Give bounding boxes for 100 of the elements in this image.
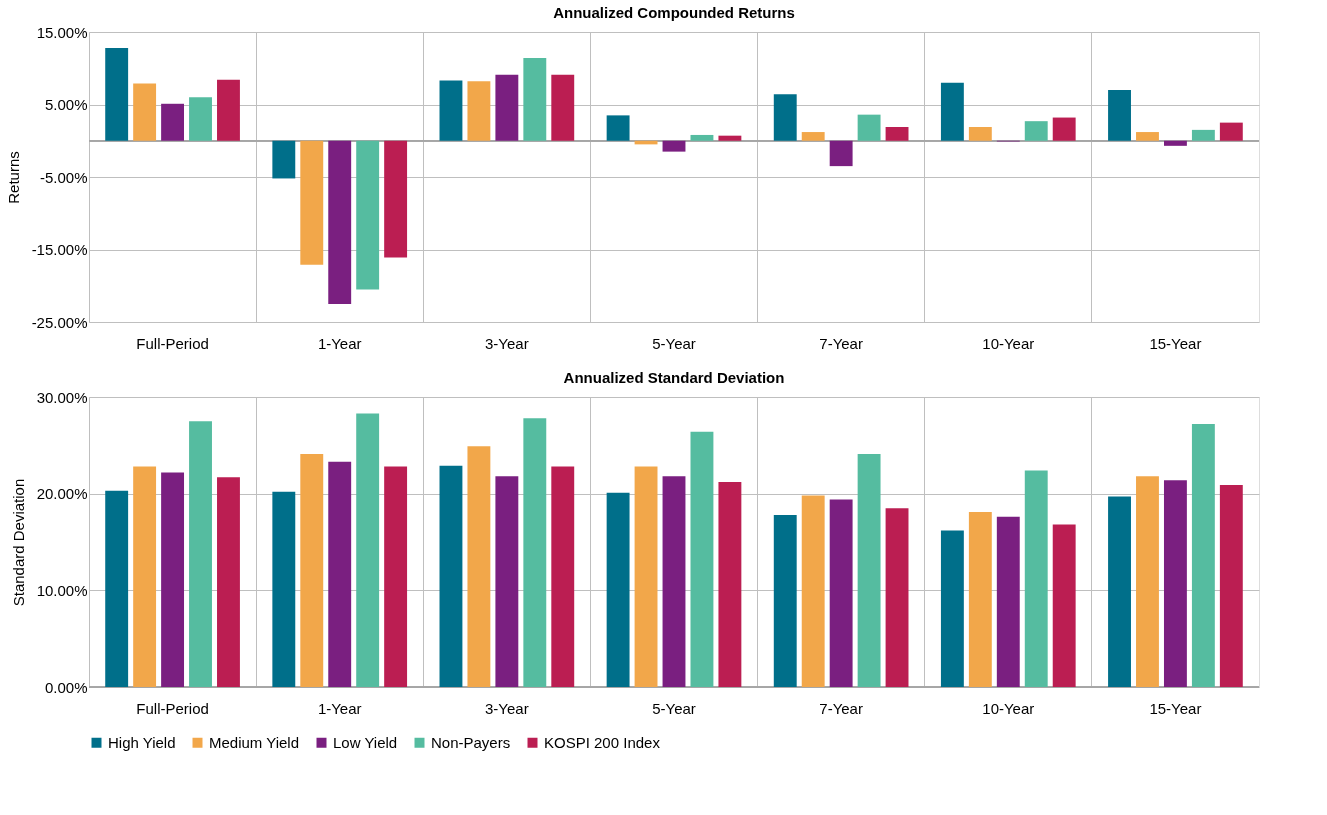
bar bbox=[829, 140, 853, 167]
bar bbox=[328, 461, 352, 687]
y-tick-label: 10.00% bbox=[36, 581, 88, 599]
bar bbox=[467, 81, 491, 141]
bar bbox=[940, 530, 964, 687]
y-tick-label: 30.00% bbox=[36, 388, 88, 406]
bar bbox=[718, 135, 742, 141]
y-axis-title: Returns bbox=[4, 151, 22, 204]
bar bbox=[662, 140, 686, 152]
bar bbox=[272, 140, 296, 179]
bar bbox=[523, 418, 547, 687]
bar bbox=[968, 126, 992, 141]
bar bbox=[1052, 117, 1076, 141]
bar bbox=[690, 134, 714, 141]
bar bbox=[1136, 132, 1159, 141]
legend-label: Medium Yield bbox=[209, 733, 300, 751]
bar bbox=[718, 482, 742, 687]
bar bbox=[105, 490, 129, 687]
bar bbox=[885, 126, 909, 141]
x-tick-label: 1-Year bbox=[317, 699, 362, 717]
bar bbox=[161, 103, 185, 141]
bar bbox=[773, 94, 797, 141]
bar bbox=[217, 477, 240, 687]
bar bbox=[1163, 480, 1187, 687]
x-tick-label: Full-Period bbox=[136, 334, 209, 352]
legend-label: KOSPI 200 Index bbox=[544, 733, 661, 751]
bar bbox=[300, 454, 324, 687]
bar bbox=[996, 516, 1020, 687]
x-tick-label: 1-Year bbox=[317, 334, 362, 352]
y-axis-title: Standard Deviation bbox=[9, 478, 27, 607]
y-tick-label: 5.00% bbox=[44, 96, 88, 113]
x-tick-label: 10-Year bbox=[982, 699, 1035, 717]
bar bbox=[606, 115, 630, 141]
x-tick-label: Full-Period bbox=[136, 699, 209, 717]
bar bbox=[1136, 476, 1159, 687]
bar bbox=[1191, 129, 1215, 141]
y-tick-label: -5.00% bbox=[39, 168, 88, 186]
bar bbox=[1108, 90, 1131, 141]
bar bbox=[467, 446, 491, 687]
bar bbox=[551, 466, 575, 687]
bar bbox=[328, 140, 352, 304]
bar bbox=[1024, 470, 1048, 687]
bar bbox=[662, 476, 686, 687]
bar bbox=[829, 499, 853, 687]
bar bbox=[495, 74, 519, 141]
bar bbox=[356, 413, 380, 687]
bar bbox=[857, 454, 881, 687]
bar bbox=[133, 466, 157, 687]
bar bbox=[384, 466, 408, 687]
x-tick-label: 3-Year bbox=[485, 334, 529, 352]
chart-title: Annualized Standard Deviation bbox=[563, 369, 785, 386]
x-tick-label: 7-Year bbox=[819, 699, 863, 717]
bar bbox=[384, 140, 408, 258]
bar bbox=[634, 466, 658, 687]
bar bbox=[1219, 122, 1243, 141]
bar bbox=[1024, 121, 1048, 141]
x-tick-label: 7-Year bbox=[819, 334, 863, 352]
bar bbox=[885, 508, 909, 687]
bar bbox=[968, 512, 992, 687]
bar bbox=[272, 491, 296, 687]
x-tick-label: 15-Year bbox=[1149, 699, 1202, 717]
bar bbox=[161, 472, 185, 687]
bar bbox=[1163, 140, 1187, 146]
y-tick-label: -15.00% bbox=[31, 241, 88, 258]
bar bbox=[439, 80, 463, 141]
legend-label: Non-Payers bbox=[431, 733, 511, 751]
bar bbox=[690, 431, 714, 687]
x-tick-label: 10-Year bbox=[982, 334, 1035, 352]
bar bbox=[495, 476, 519, 687]
x-tick-label: 15-Year bbox=[1149, 334, 1202, 352]
bar bbox=[1219, 484, 1243, 687]
bar bbox=[940, 82, 964, 141]
y-tick-label: 0.00% bbox=[44, 678, 88, 696]
bar bbox=[300, 140, 324, 265]
legend-label: High Yield bbox=[108, 733, 176, 751]
bar bbox=[1052, 524, 1076, 687]
x-tick-label: 5-Year bbox=[652, 334, 696, 352]
y-tick-label: 20.00% bbox=[36, 485, 88, 503]
bar bbox=[523, 58, 547, 141]
bar bbox=[439, 465, 463, 687]
bar bbox=[133, 83, 157, 141]
y-tick-label: 15.00% bbox=[36, 23, 88, 41]
bar bbox=[551, 74, 575, 141]
bar bbox=[217, 79, 240, 141]
bar bbox=[801, 495, 825, 687]
chart-title: Annualized Compounded Returns bbox=[553, 4, 795, 21]
x-tick-label: 5-Year bbox=[652, 699, 696, 717]
bar bbox=[189, 97, 212, 141]
legend-label: Low Yield bbox=[333, 733, 398, 751]
bar bbox=[801, 132, 825, 141]
bar bbox=[1191, 424, 1215, 687]
x-tick-label: 3-Year bbox=[485, 699, 529, 717]
bar bbox=[189, 421, 212, 687]
bar bbox=[857, 114, 881, 141]
bar bbox=[1108, 496, 1131, 687]
bar bbox=[773, 514, 797, 687]
bar bbox=[356, 140, 380, 290]
bar bbox=[606, 492, 630, 687]
bar bbox=[105, 47, 129, 141]
y-tick-label: -25.00% bbox=[31, 313, 88, 331]
